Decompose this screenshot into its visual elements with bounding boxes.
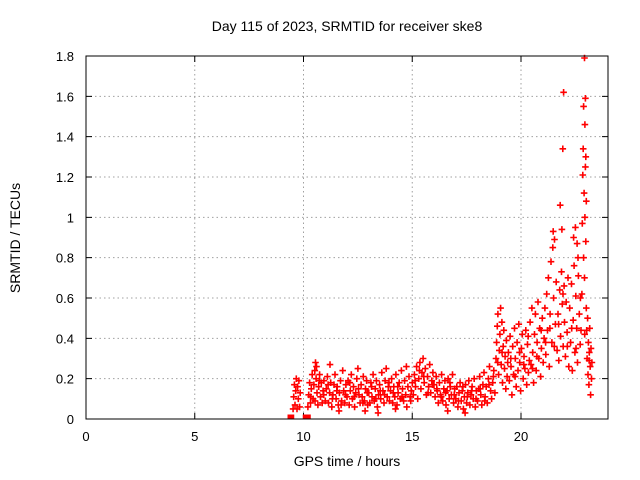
grid-lines: [86, 56, 608, 419]
y-tick-label: 1.2: [56, 170, 74, 185]
y-tick-label: 0.4: [56, 331, 74, 346]
x-axis-label: GPS time / hours: [294, 453, 401, 469]
x-tick-labels: 0 5 10 15 20: [82, 429, 528, 444]
zero-value-square-markers: [287, 414, 311, 420]
chart-title: Day 115 of 2023, SRMTID for receiver ske…: [212, 18, 483, 34]
y-tick-label: 1.4: [56, 130, 74, 145]
x-tick-label: 0: [82, 429, 89, 444]
grid-line-path: [86, 56, 608, 419]
y-tick-label: 0.6: [56, 291, 74, 306]
y-tick-label: 0.8: [56, 251, 74, 266]
y-axis-label: SRMTID / TECUs: [7, 183, 23, 293]
x-tick-label: 15: [405, 429, 419, 444]
y-tick-label: 1.6: [56, 89, 74, 104]
y-tick-label: 1: [67, 210, 74, 225]
x-tick-label: 10: [296, 429, 310, 444]
scatter-plus-path: [289, 54, 596, 417]
plot-border: [85, 55, 609, 420]
zero-square-marker: [302, 414, 308, 420]
data-point-markers: [289, 54, 596, 417]
x-tick-label: 5: [191, 429, 198, 444]
y-tick-label: 1.8: [56, 49, 74, 64]
x-tick-label: 20: [514, 429, 528, 444]
zero-square-marker: [305, 414, 311, 420]
zero-square-marker: [289, 414, 295, 420]
y-tick-label: 0: [67, 412, 74, 427]
y-tick-labels: 0 0.2 0.4 0.6 0.8 1 1.2 1.4 1.6 1.8: [56, 49, 74, 427]
y-tick-label: 0.2: [56, 372, 74, 387]
